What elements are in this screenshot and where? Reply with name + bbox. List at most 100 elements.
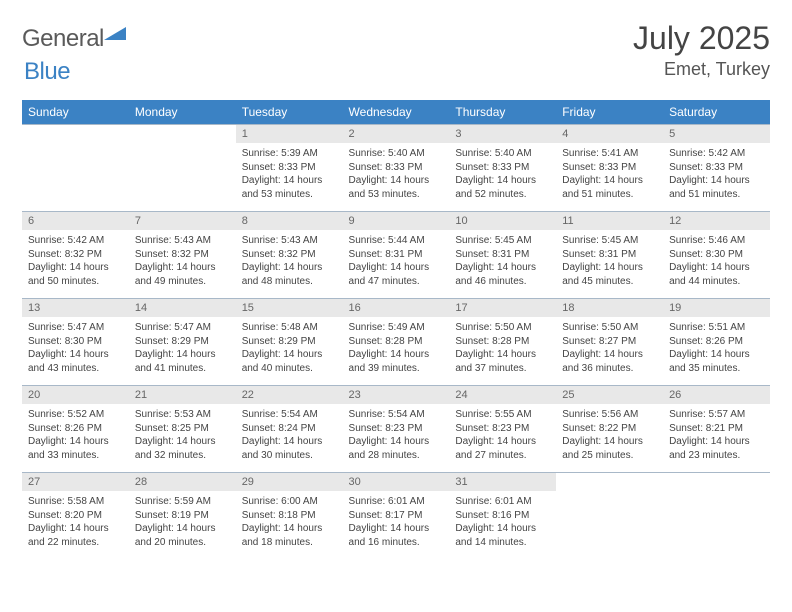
sunset-text: Sunset: 8:33 PM bbox=[562, 161, 657, 175]
daylight-text-2: and 20 minutes. bbox=[135, 536, 230, 550]
sunrise-text: Sunrise: 5:40 AM bbox=[455, 147, 550, 161]
sunset-text: Sunset: 8:28 PM bbox=[455, 335, 550, 349]
day-number bbox=[129, 125, 236, 144]
daylight-text-1: Daylight: 14 hours bbox=[669, 261, 764, 275]
daylight-text-2: and 39 minutes. bbox=[349, 362, 444, 376]
sunset-text: Sunset: 8:29 PM bbox=[135, 335, 230, 349]
day-number: 30 bbox=[343, 473, 450, 492]
daylight-text-1: Daylight: 14 hours bbox=[242, 261, 337, 275]
sunset-text: Sunset: 8:17 PM bbox=[349, 509, 444, 523]
sunset-text: Sunset: 8:22 PM bbox=[562, 422, 657, 436]
daylight-text-2: and 35 minutes. bbox=[669, 362, 764, 376]
sunset-text: Sunset: 8:33 PM bbox=[455, 161, 550, 175]
day-number: 25 bbox=[556, 386, 663, 405]
day-number bbox=[22, 125, 129, 144]
daylight-text-2: and 36 minutes. bbox=[562, 362, 657, 376]
sunset-text: Sunset: 8:29 PM bbox=[242, 335, 337, 349]
sunset-text: Sunset: 8:25 PM bbox=[135, 422, 230, 436]
daynum-row: 13141516171819 bbox=[22, 299, 770, 318]
sunrise-text: Sunrise: 5:55 AM bbox=[455, 408, 550, 422]
detail-row: Sunrise: 5:52 AMSunset: 8:26 PMDaylight:… bbox=[22, 404, 770, 473]
day-cell: Sunrise: 5:59 AMSunset: 8:19 PMDaylight:… bbox=[129, 491, 236, 559]
logo-text-1: General bbox=[22, 25, 104, 53]
day-cell: Sunrise: 6:01 AMSunset: 8:16 PMDaylight:… bbox=[449, 491, 556, 559]
daylight-text-2: and 27 minutes. bbox=[455, 449, 550, 463]
day-number: 27 bbox=[22, 473, 129, 492]
weekday-monday: Monday bbox=[129, 100, 236, 125]
day-cell: Sunrise: 5:50 AMSunset: 8:27 PMDaylight:… bbox=[556, 317, 663, 386]
day-cell: Sunrise: 5:57 AMSunset: 8:21 PMDaylight:… bbox=[663, 404, 770, 473]
day-cell: Sunrise: 5:50 AMSunset: 8:28 PMDaylight:… bbox=[449, 317, 556, 386]
sunset-text: Sunset: 8:32 PM bbox=[242, 248, 337, 262]
sunset-text: Sunset: 8:30 PM bbox=[28, 335, 123, 349]
daylight-text-1: Daylight: 14 hours bbox=[28, 435, 123, 449]
daylight-text-1: Daylight: 14 hours bbox=[135, 522, 230, 536]
daylight-text-2: and 37 minutes. bbox=[455, 362, 550, 376]
day-number: 14 bbox=[129, 299, 236, 318]
sunrise-text: Sunrise: 5:39 AM bbox=[242, 147, 337, 161]
detail-row: Sunrise: 5:42 AMSunset: 8:32 PMDaylight:… bbox=[22, 230, 770, 299]
daylight-text-2: and 33 minutes. bbox=[28, 449, 123, 463]
sunset-text: Sunset: 8:32 PM bbox=[28, 248, 123, 262]
daylight-text-2: and 40 minutes. bbox=[242, 362, 337, 376]
day-cell: Sunrise: 5:53 AMSunset: 8:25 PMDaylight:… bbox=[129, 404, 236, 473]
sunset-text: Sunset: 8:33 PM bbox=[349, 161, 444, 175]
day-number: 21 bbox=[129, 386, 236, 405]
day-number: 1 bbox=[236, 125, 343, 144]
sunset-text: Sunset: 8:30 PM bbox=[669, 248, 764, 262]
sunset-text: Sunset: 8:32 PM bbox=[135, 248, 230, 262]
daynum-row: 2728293031 bbox=[22, 473, 770, 492]
daylight-text-1: Daylight: 14 hours bbox=[669, 174, 764, 188]
daynum-row: 6789101112 bbox=[22, 212, 770, 231]
day-number: 26 bbox=[663, 386, 770, 405]
daylight-text-2: and 22 minutes. bbox=[28, 536, 123, 550]
detail-row: Sunrise: 5:39 AM Sunset: 8:33 PM Daylight:… bbox=[22, 143, 770, 212]
daylight-text-1: Daylight: 14 hours bbox=[349, 261, 444, 275]
daylight-text-1: Daylight: 14 hours bbox=[562, 348, 657, 362]
daylight-text-2: and 49 minutes. bbox=[135, 275, 230, 289]
day-number: 3 bbox=[449, 125, 556, 144]
detail-row: Sunrise: 5:58 AMSunset: 8:20 PMDaylight:… bbox=[22, 491, 770, 559]
daynum-row: 20212223242526 bbox=[22, 386, 770, 405]
daynum-row: 12345 bbox=[22, 125, 770, 144]
day-cell: Sunrise: 5:46 AMSunset: 8:30 PMDaylight:… bbox=[663, 230, 770, 299]
day-number: 28 bbox=[129, 473, 236, 492]
weekday-header-row: SundayMondayTuesdayWednesdayThursdayFrid… bbox=[22, 100, 770, 125]
sunrise-text: Sunrise: 5:50 AM bbox=[562, 321, 657, 335]
daylight-text-1: Daylight: 14 hours bbox=[135, 261, 230, 275]
day-cell: Sunrise: 5:58 AMSunset: 8:20 PMDaylight:… bbox=[22, 491, 129, 559]
day-cell: Sunrise: 5:54 AMSunset: 8:24 PMDaylight:… bbox=[236, 404, 343, 473]
sunrise-text: Sunrise: 5:40 AM bbox=[349, 147, 444, 161]
day-number: 7 bbox=[129, 212, 236, 231]
daylight-text-1: Daylight: 14 hours bbox=[28, 348, 123, 362]
day-cell: Sunrise: 5:39 AMSunset: 8:33 PMDaylight:… bbox=[236, 143, 343, 212]
daylight-text-1: Daylight: 14 hours bbox=[455, 435, 550, 449]
sunrise-text: Sunrise: 5:51 AM bbox=[669, 321, 764, 335]
sunset-text: Sunset: 8:18 PM bbox=[242, 509, 337, 523]
calendar-table: SundayMondayTuesdayWednesdayThursdayFrid… bbox=[22, 100, 770, 559]
daylight-text-2: and 51 minutes. bbox=[669, 188, 764, 202]
day-cell: Sunrise: 5:44 AMSunset: 8:31 PMDaylight:… bbox=[343, 230, 450, 299]
day-number: 16 bbox=[343, 299, 450, 318]
day-number: 23 bbox=[343, 386, 450, 405]
sunset-text: Sunset: 8:26 PM bbox=[669, 335, 764, 349]
day-number: 13 bbox=[22, 299, 129, 318]
day-cell: Sunrise: 5:42 AMSunset: 8:33 PMDaylight:… bbox=[663, 143, 770, 212]
sunrise-text: Sunrise: 5:50 AM bbox=[455, 321, 550, 335]
title-block: July 2025 Emet, Turkey bbox=[633, 20, 770, 80]
daylight-text-2: and 44 minutes. bbox=[669, 275, 764, 289]
sunrise-text: Sunrise: 5:42 AM bbox=[669, 147, 764, 161]
daylight-text-2: and 43 minutes. bbox=[28, 362, 123, 376]
daylight-text-1: Daylight: 14 hours bbox=[455, 522, 550, 536]
day-number: 9 bbox=[343, 212, 450, 231]
weekday-sunday: Sunday bbox=[22, 100, 129, 125]
day-cell bbox=[556, 491, 663, 559]
sunrise-text: Sunrise: 5:53 AM bbox=[135, 408, 230, 422]
day-number: 31 bbox=[449, 473, 556, 492]
day-number: 15 bbox=[236, 299, 343, 318]
daylight-text-2: and 14 minutes. bbox=[455, 536, 550, 550]
day-cell: Sunrise: 5:40 AMSunset: 8:33 PMDaylight:… bbox=[343, 143, 450, 212]
day-cell: Sunrise: 5:48 AMSunset: 8:29 PMDaylight:… bbox=[236, 317, 343, 386]
sunrise-text: Sunrise: 5:59 AM bbox=[135, 495, 230, 509]
day-number: 18 bbox=[556, 299, 663, 318]
